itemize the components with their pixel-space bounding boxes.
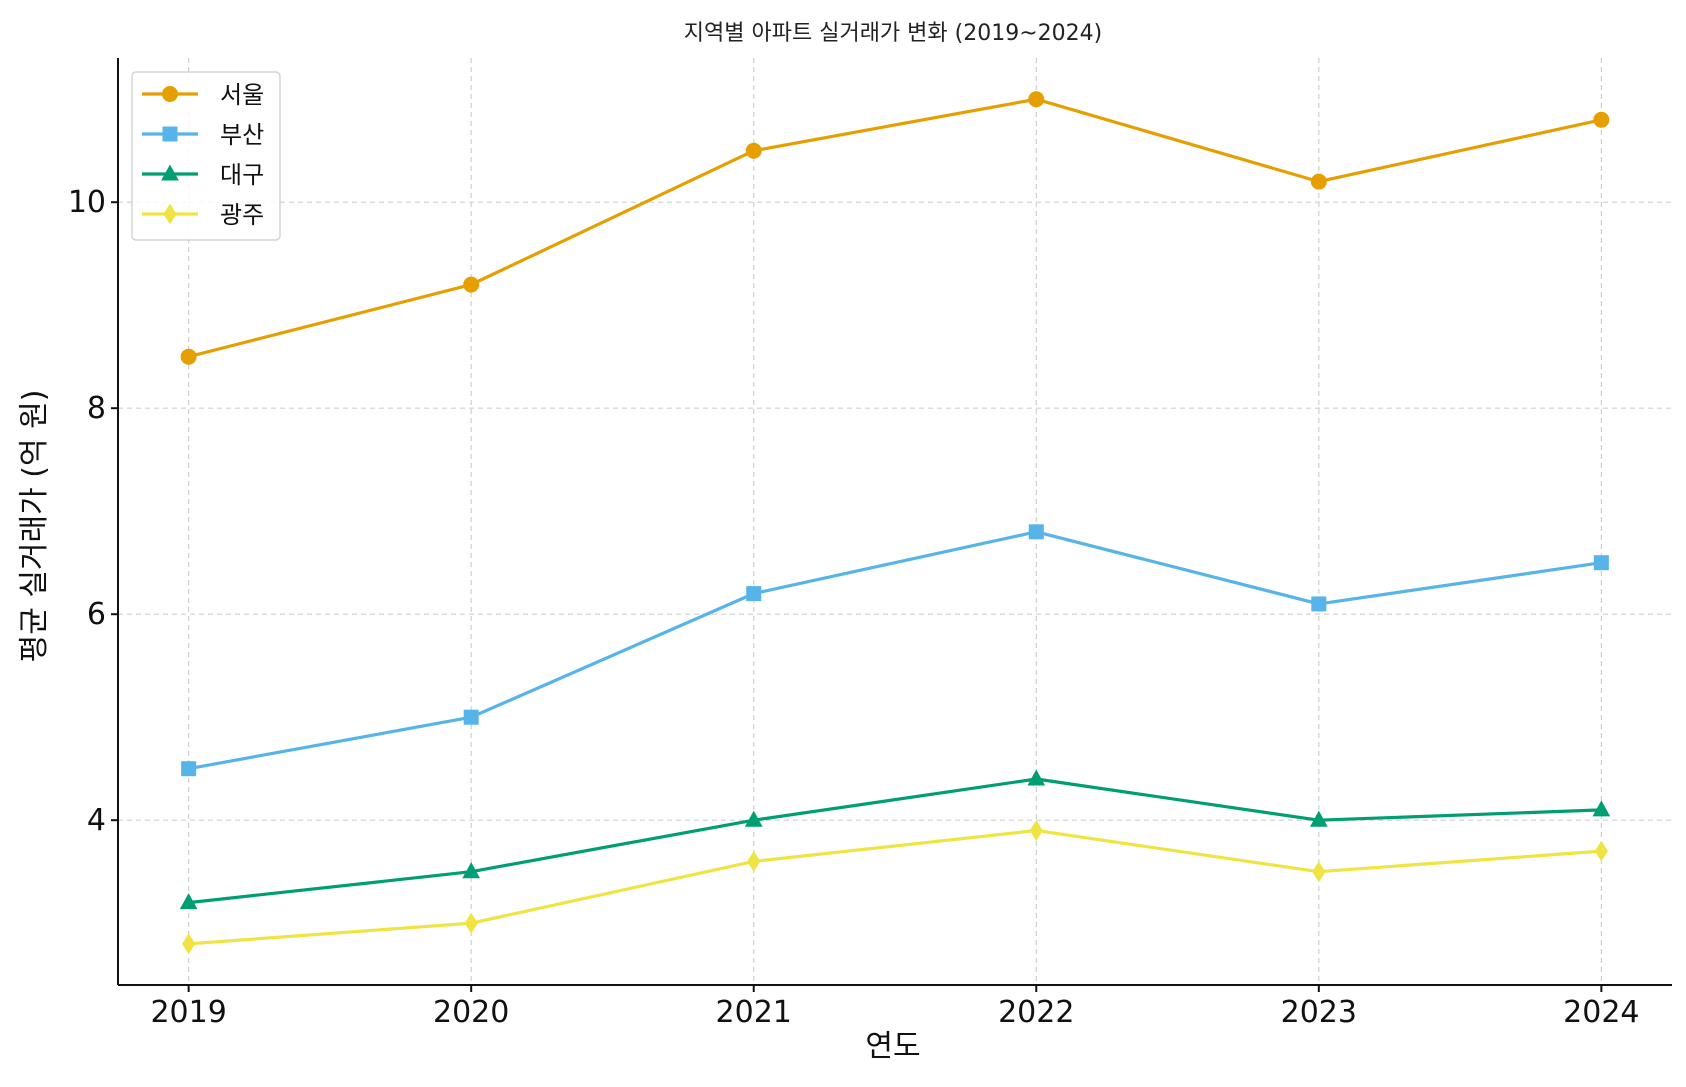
data-point bbox=[1592, 800, 1611, 817]
legend-marker bbox=[162, 86, 178, 102]
legend-marker bbox=[161, 164, 179, 181]
x-tick-label: 2023 bbox=[1281, 995, 1357, 1030]
legend-label: 서울 bbox=[220, 81, 264, 109]
x-tick-label: 2021 bbox=[716, 995, 792, 1030]
legend-item-0: 서울 bbox=[142, 81, 264, 109]
x-tick-label: 2020 bbox=[433, 995, 509, 1030]
data-point bbox=[747, 850, 761, 872]
data-point bbox=[1027, 769, 1046, 786]
data-point bbox=[1028, 91, 1045, 108]
y-axis-label: 평균 실거래가 (억 원) bbox=[17, 390, 52, 663]
legend-label: 광주 bbox=[220, 201, 264, 229]
data-point bbox=[1593, 111, 1610, 128]
series-lines bbox=[179, 91, 1611, 955]
grid bbox=[118, 58, 1672, 985]
data-point bbox=[1310, 173, 1327, 190]
series-line bbox=[188, 530, 1602, 771]
legend-item-1: 부산 bbox=[142, 121, 264, 149]
x-axis-label: 연도 bbox=[865, 1029, 920, 1064]
legend-marker bbox=[163, 203, 177, 225]
data-point bbox=[1309, 810, 1328, 827]
series-line bbox=[188, 828, 1602, 946]
tick-labels: 2019 2020 2021 2022 2023 2024 4 6 8 10 bbox=[68, 185, 1640, 1030]
y-tick-label: 4 bbox=[87, 803, 106, 838]
data-point bbox=[182, 933, 196, 955]
data-point bbox=[464, 912, 478, 934]
data-point bbox=[1593, 555, 1609, 571]
data-point bbox=[1594, 840, 1608, 862]
legend-box bbox=[131, 71, 281, 241]
data-point bbox=[462, 862, 481, 879]
legend-item-3: 광주 bbox=[142, 201, 264, 229]
data-point bbox=[463, 709, 479, 725]
x-tick-label: 2024 bbox=[1563, 995, 1639, 1030]
x-tick-label: 2022 bbox=[998, 995, 1074, 1030]
series-0 bbox=[180, 91, 1610, 365]
data-point bbox=[181, 761, 197, 777]
data-point bbox=[1311, 596, 1327, 612]
data-point bbox=[1029, 820, 1043, 841]
legend-label: 대구 bbox=[220, 161, 264, 189]
data-point bbox=[463, 276, 480, 293]
data-point bbox=[745, 142, 762, 159]
series-3 bbox=[182, 820, 1608, 955]
legend-item-2: 대구 bbox=[142, 161, 264, 189]
series-line bbox=[188, 777, 1602, 905]
data-point bbox=[1028, 524, 1044, 540]
data-point bbox=[180, 348, 197, 365]
legend-label: 부산 bbox=[220, 121, 264, 149]
y-tick-label: 8 bbox=[87, 391, 106, 426]
y-tick-label: 10 bbox=[68, 185, 106, 220]
series-1 bbox=[181, 524, 1609, 777]
data-point bbox=[744, 810, 763, 827]
data-point bbox=[179, 893, 198, 910]
axes bbox=[111, 58, 1672, 992]
y-tick-label: 6 bbox=[87, 597, 106, 632]
chart-title: 지역별 아파트 실거래가 변화 (2019~2024) bbox=[684, 21, 1102, 46]
data-point bbox=[746, 586, 762, 602]
x-tick-label: 2019 bbox=[150, 995, 226, 1030]
series-line bbox=[188, 97, 1602, 359]
data-point bbox=[1312, 861, 1326, 883]
legend-marker bbox=[162, 126, 178, 142]
series-2 bbox=[179, 769, 1611, 910]
